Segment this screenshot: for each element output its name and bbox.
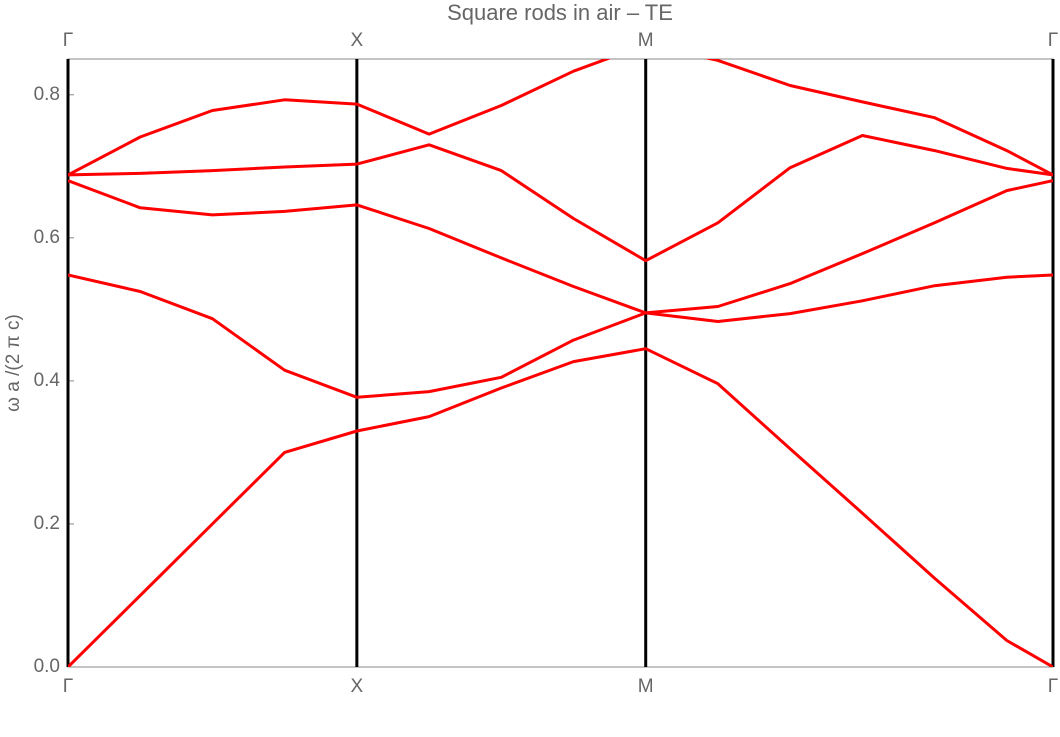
x-tick-label: Γ xyxy=(63,676,73,697)
y-tick-label: 0.8 xyxy=(34,84,60,105)
x-tick-label-top: Γ xyxy=(63,30,73,51)
y-axis-label: ω a /(2 π c) xyxy=(3,314,24,412)
band-line xyxy=(68,59,1053,177)
x-tick-label-top: M xyxy=(638,30,654,51)
y-tick-label: 0.6 xyxy=(34,227,60,248)
y-tick-label: 0.0 xyxy=(34,656,60,677)
band-line xyxy=(68,347,1053,667)
x-tick-label: X xyxy=(351,676,364,697)
band-line xyxy=(68,134,1053,263)
x-tick-label-top: X xyxy=(351,30,364,51)
x-tick-label: M xyxy=(638,676,654,697)
band-line xyxy=(68,273,1053,399)
y-tick-label: 0.2 xyxy=(34,513,60,534)
chart-title: Square rods in air – TE xyxy=(447,0,673,25)
y-tick-label: 0.4 xyxy=(34,370,61,391)
plot-frame xyxy=(67,58,1054,668)
x-tick-label-top: Γ xyxy=(1048,30,1058,51)
band-line xyxy=(68,179,1053,315)
x-tick-label: Γ xyxy=(1048,676,1058,697)
